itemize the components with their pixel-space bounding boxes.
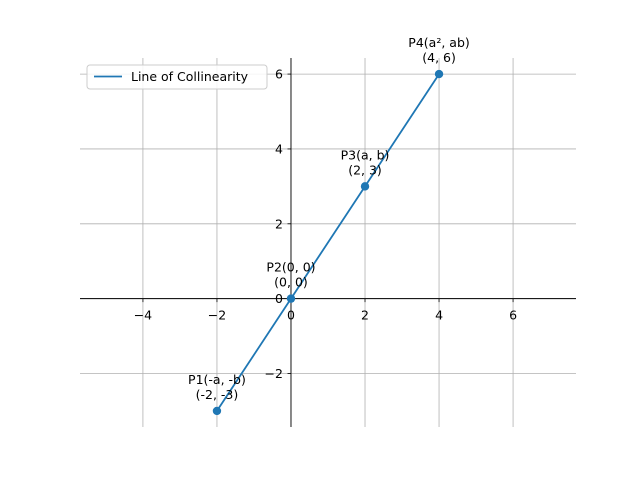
point-coords-label: (2, 3) (348, 162, 382, 177)
x-tick-label: 0 (287, 308, 295, 323)
y-tick-label: 6 (275, 67, 283, 82)
legend-entry-label: Line of Collinearity (131, 69, 249, 84)
series-line (216, 73, 440, 412)
legend-box (86, 64, 268, 90)
data-point (286, 294, 296, 303)
data-point (360, 182, 370, 191)
y-tick-label: 4 (275, 141, 283, 156)
point-labels: P1(-a, -b)(-2, -3) P2(0, 0)(0, 0) P3(a, b)… (188, 35, 470, 402)
series-layer (212, 69, 444, 416)
x-tick-label: 4 (435, 308, 443, 323)
x-tick-label: −4 (134, 308, 152, 323)
point-name-label: P3(a, b) (341, 147, 390, 162)
legend: Line of Collinearity (86, 64, 268, 90)
tick-labels: −4 −2 0 2 4 6 −2 0 2 4 6 (134, 67, 517, 381)
point-name-label: P2(0, 0) (266, 260, 315, 275)
point-coords-label: (-2, -3) (196, 387, 239, 402)
x-tick-label: 2 (361, 308, 369, 323)
data-point (434, 69, 444, 79)
point-coords-label: (4, 6) (422, 50, 456, 65)
data-point (212, 406, 222, 416)
point-name-label: P4(a², ab) (408, 35, 469, 50)
point-name-label: P1(-a, -b) (188, 372, 246, 387)
y-tick-label: 0 (275, 291, 283, 306)
x-tick-label: 6 (509, 308, 517, 323)
y-tick-label: 2 (275, 216, 283, 231)
x-tick-label: −2 (208, 308, 226, 323)
y-tick-label: −2 (265, 366, 283, 381)
point-coords-label: (0, 0) (274, 275, 308, 290)
